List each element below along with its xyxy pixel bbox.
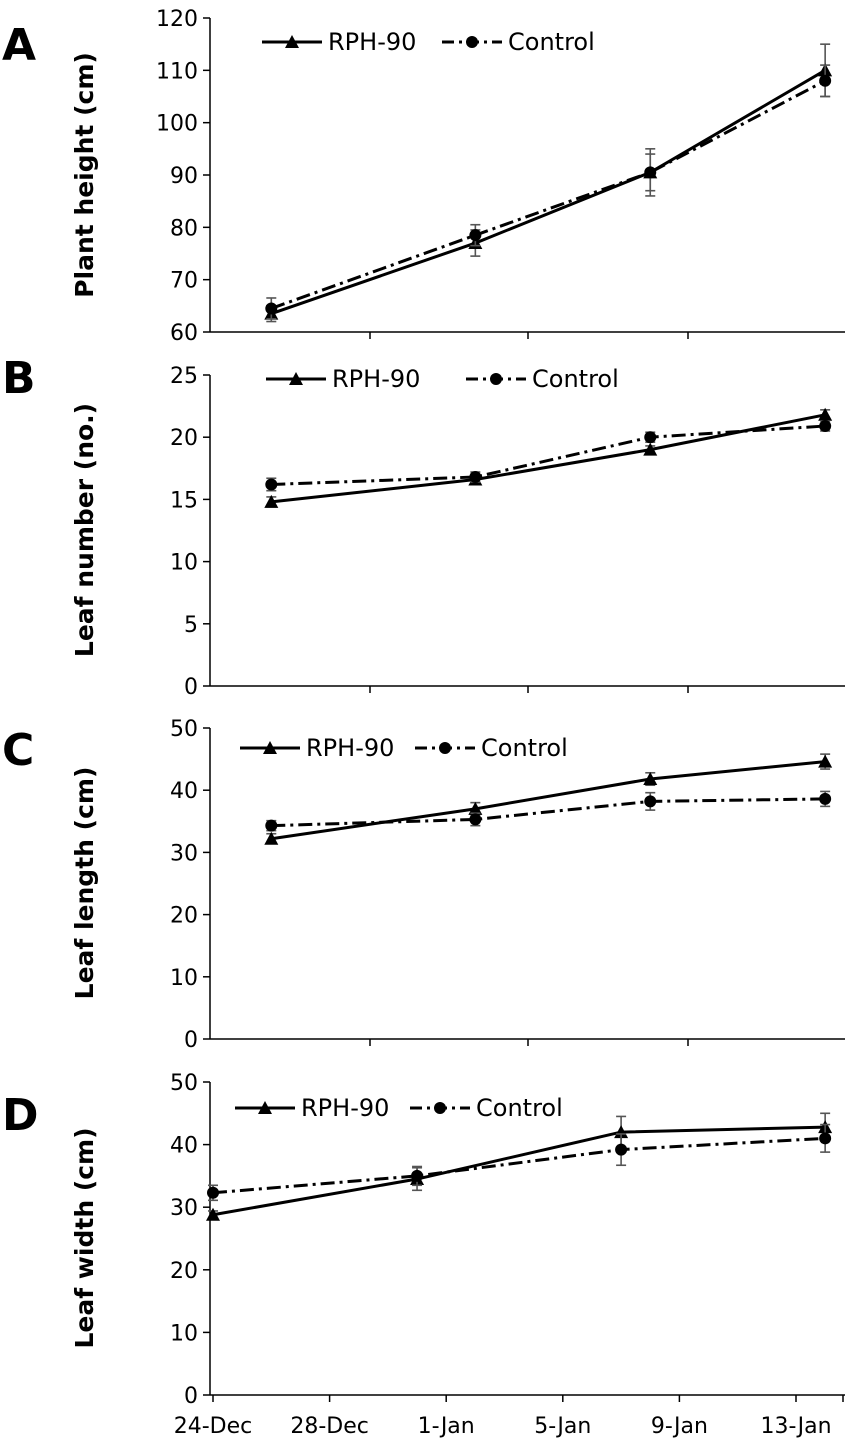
series-line-Control: [271, 424, 826, 486]
data-point: [411, 1169, 424, 1182]
legend-label: RPH-90: [332, 365, 420, 393]
legend-marker: [490, 373, 502, 385]
data-point: [819, 1132, 832, 1145]
chart-panel-A: A Plant height (cm) 60 70 80 90 100 110 120 RPH-9…: [2, 7, 845, 346]
data-point: [469, 471, 482, 484]
y-tick-label: 15: [170, 488, 198, 513]
data-point: [265, 819, 278, 832]
data-point: [468, 801, 483, 815]
data-point: [265, 478, 278, 491]
legend-label: Control: [532, 365, 619, 393]
panel-letter: C: [2, 725, 34, 776]
y-tick-label: 0: [184, 1384, 198, 1409]
data-point: [644, 166, 657, 179]
chart-panel-D: D Leaf width (cm) 0 10 20 30 40 50 24-Dec 28-Dec 1…: [2, 1071, 845, 1439]
legend-marker: [285, 35, 299, 48]
data-point: [206, 1207, 220, 1221]
legend-marker: [466, 36, 478, 48]
x-tick-label: 28-Dec: [290, 1414, 369, 1439]
y-tick-label: 80: [170, 216, 198, 241]
data-point: [614, 1125, 629, 1139]
legend-label: RPH-90: [301, 1094, 389, 1122]
y-tick-label: 10: [170, 966, 198, 991]
y-tick-label: 40: [170, 1134, 198, 1159]
x-tick-label: 13-Jan: [760, 1414, 831, 1439]
x-tick-label: 5-Jan: [534, 1414, 591, 1439]
y-tick-label: 25: [170, 364, 198, 389]
y-tick-label: 120: [156, 7, 198, 32]
x-tick-label: 1-Jan: [418, 1414, 475, 1439]
data-point: [818, 754, 833, 768]
data-point: [207, 1186, 219, 1199]
chart-panel-C: C Leaf length (cm) 0 10 20 30 40 50 RPH-90 Contro…: [2, 717, 845, 1053]
y-tick-label: 30: [170, 841, 198, 866]
y-tick-label: 20: [170, 426, 198, 451]
y-tick-label: 40: [170, 779, 198, 804]
data-point: [819, 420, 832, 433]
data-point: [264, 494, 279, 508]
data-point: [819, 792, 832, 805]
data-point: [819, 74, 832, 87]
y-tick-label: 0: [184, 1028, 198, 1053]
y-tick-label: 20: [170, 1259, 198, 1284]
legend-label: Control: [508, 28, 595, 56]
y-tick-label: 5: [184, 613, 198, 638]
panel-letter: A: [2, 20, 36, 71]
series-line-RPH-90: [271, 413, 826, 504]
y-tick-label: 110: [156, 59, 198, 84]
y-tick-label: 30: [170, 1196, 198, 1221]
y-axis-title: Leaf length (cm): [70, 767, 99, 1000]
data-point: [469, 813, 482, 826]
y-tick-label: 90: [170, 164, 198, 189]
data-point: [265, 302, 278, 315]
y-axis-title: Leaf number (no.): [70, 403, 99, 657]
y-tick-label: 50: [170, 717, 198, 742]
series-line-RPH-90: [212, 1125, 826, 1217]
x-tick-label: 9-Jan: [651, 1414, 708, 1439]
y-tick-label: 10: [170, 551, 198, 576]
y-tick-label: 10: [170, 1321, 198, 1346]
legend-marker: [289, 372, 303, 385]
legend-marker: [263, 741, 277, 754]
y-tick-label: 0: [184, 675, 198, 700]
y-tick-label: 20: [170, 904, 198, 929]
panel-letter: B: [2, 353, 36, 404]
data-point: [643, 772, 658, 786]
y-tick-label: 100: [156, 112, 198, 137]
legend-label: RPH-90: [328, 28, 416, 56]
legend-label: Control: [476, 1094, 563, 1122]
legend-marker: [258, 1101, 272, 1114]
y-tick-label: 60: [170, 321, 198, 346]
data-point: [264, 831, 279, 845]
legend-marker: [434, 1102, 446, 1114]
series-line-Control: [212, 1136, 826, 1195]
series-line-RPH-90: [270, 69, 826, 316]
y-tick-label: 50: [170, 1071, 198, 1096]
y-axis-title: Plant height (cm): [70, 52, 99, 298]
chart-panel-B: B Leaf number (no.) 0 5 10 15 20 25 RPH-90 Contro…: [2, 353, 845, 700]
legend-label: RPH-90: [306, 734, 394, 762]
data-point: [818, 407, 833, 421]
series-line-Control: [271, 797, 826, 828]
data-point: [644, 795, 657, 808]
panel-letter: D: [2, 1090, 39, 1141]
y-tick-label: 70: [170, 269, 198, 294]
data-point: [615, 1143, 628, 1156]
legend-label: Control: [481, 734, 568, 762]
data-point: [644, 431, 657, 444]
x-tick-label: 24-Dec: [174, 1414, 253, 1439]
legend-marker: [439, 742, 451, 754]
data-point: [643, 442, 658, 456]
y-axis-title: Leaf width (cm): [70, 1127, 99, 1348]
series-line-Control: [270, 79, 826, 310]
data-point: [469, 229, 482, 242]
